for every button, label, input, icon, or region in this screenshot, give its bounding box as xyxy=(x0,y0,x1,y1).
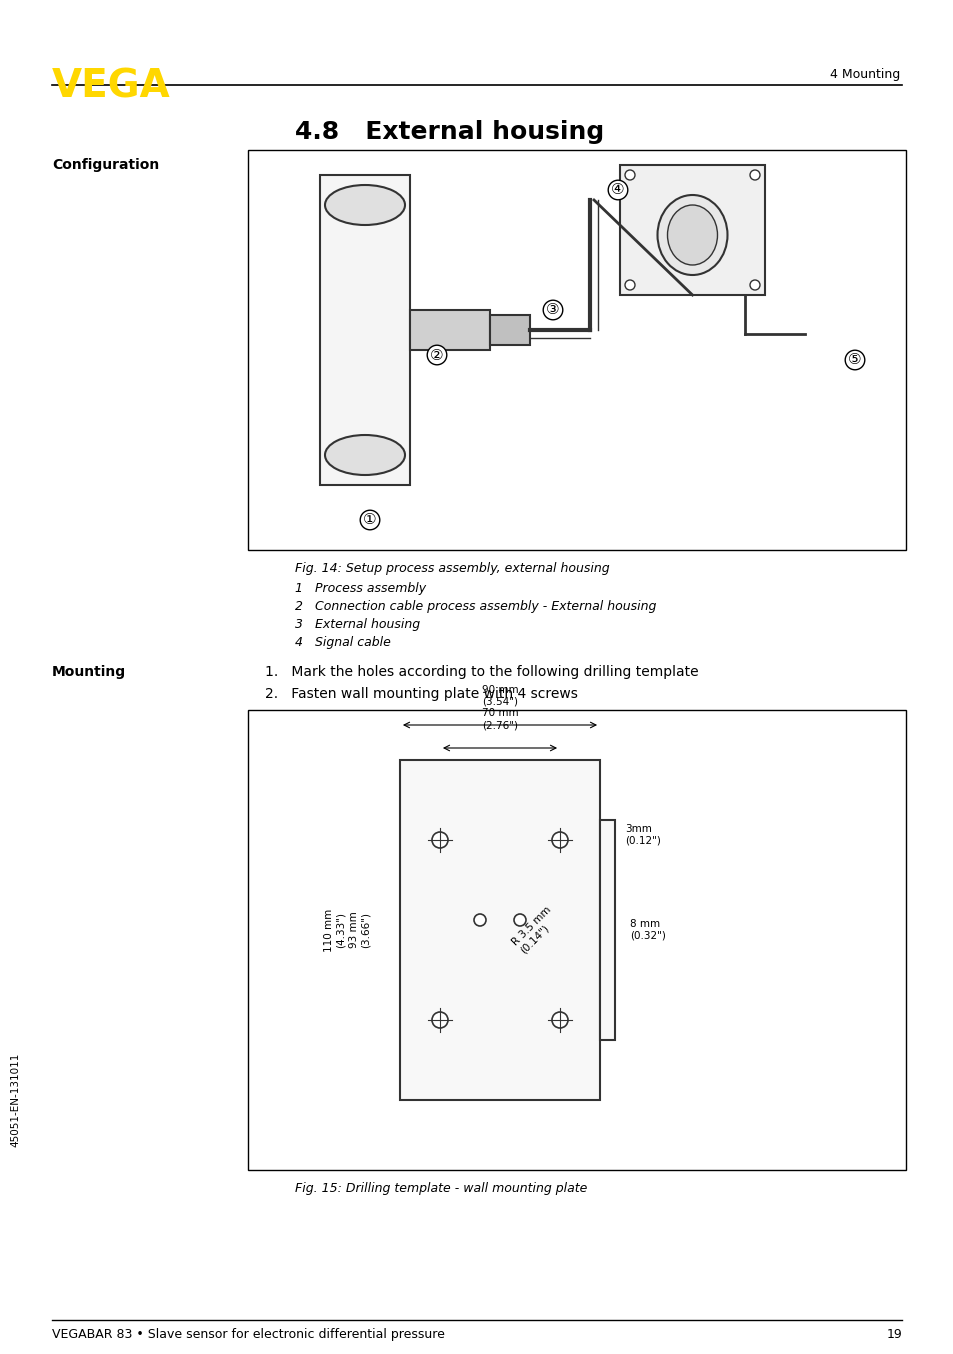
Text: 4.8   External housing: 4.8 External housing xyxy=(294,121,603,144)
Text: 93 mm
(3.66"): 93 mm (3.66") xyxy=(349,911,371,948)
Ellipse shape xyxy=(667,204,717,265)
Ellipse shape xyxy=(325,185,405,225)
Text: Configuration: Configuration xyxy=(52,158,159,172)
Bar xyxy=(619,165,764,295)
Text: Fig. 14: Setup process assembly, external housing: Fig. 14: Setup process assembly, externa… xyxy=(294,562,609,575)
Text: ③: ③ xyxy=(546,302,559,317)
Circle shape xyxy=(552,1011,567,1028)
Circle shape xyxy=(552,831,567,848)
Text: 4 Mounting: 4 Mounting xyxy=(829,68,899,81)
Text: 2   Connection cable process assembly - External housing: 2 Connection cable process assembly - Ex… xyxy=(294,600,656,613)
Text: 1   Process assembly: 1 Process assembly xyxy=(294,582,426,594)
Bar xyxy=(490,315,530,345)
Text: ①: ① xyxy=(363,513,376,528)
Text: 8 mm
(0.32"): 8 mm (0.32") xyxy=(629,919,665,941)
Circle shape xyxy=(749,280,760,290)
Text: 90 mm
(3.54"): 90 mm (3.54") xyxy=(481,685,517,707)
Text: 1.   Mark the holes according to the following drilling template: 1. Mark the holes according to the follo… xyxy=(265,665,698,678)
Text: 45051-EN-131011: 45051-EN-131011 xyxy=(10,1053,20,1147)
Text: 2.   Fasten wall mounting plate with 4 screws: 2. Fasten wall mounting plate with 4 scr… xyxy=(265,686,578,701)
Circle shape xyxy=(432,1011,448,1028)
Bar xyxy=(248,150,905,550)
Bar xyxy=(399,760,599,1099)
Circle shape xyxy=(474,914,485,926)
Text: 4   Signal cable: 4 Signal cable xyxy=(294,636,391,649)
Text: ④: ④ xyxy=(611,183,624,198)
Circle shape xyxy=(432,831,448,848)
Text: VEGABAR 83 • Slave sensor for electronic differential pressure: VEGABAR 83 • Slave sensor for electronic… xyxy=(52,1328,444,1340)
Bar xyxy=(599,821,615,1040)
Text: Fig. 15: Drilling template - wall mounting plate: Fig. 15: Drilling template - wall mounti… xyxy=(294,1182,587,1196)
Circle shape xyxy=(749,171,760,180)
Bar xyxy=(319,175,410,485)
Text: 3   External housing: 3 External housing xyxy=(294,617,419,631)
Text: 19: 19 xyxy=(885,1328,901,1340)
Ellipse shape xyxy=(325,435,405,475)
Bar xyxy=(248,709,905,1170)
Text: Mounting: Mounting xyxy=(52,665,126,678)
Text: ⑤: ⑤ xyxy=(847,352,861,367)
Text: 70 mm
(2.76"): 70 mm (2.76") xyxy=(481,708,517,730)
Text: 3mm
(0.12"): 3mm (0.12") xyxy=(624,825,660,846)
Text: 110 mm
(4.33"): 110 mm (4.33") xyxy=(324,909,345,952)
Circle shape xyxy=(624,171,635,180)
Bar xyxy=(410,310,490,349)
Ellipse shape xyxy=(657,195,727,275)
Text: ②: ② xyxy=(430,348,443,363)
Circle shape xyxy=(624,280,635,290)
Text: VEGA: VEGA xyxy=(52,68,171,106)
Circle shape xyxy=(514,914,525,926)
Text: R 3.5 mm
(0.14"): R 3.5 mm (0.14") xyxy=(510,904,560,956)
